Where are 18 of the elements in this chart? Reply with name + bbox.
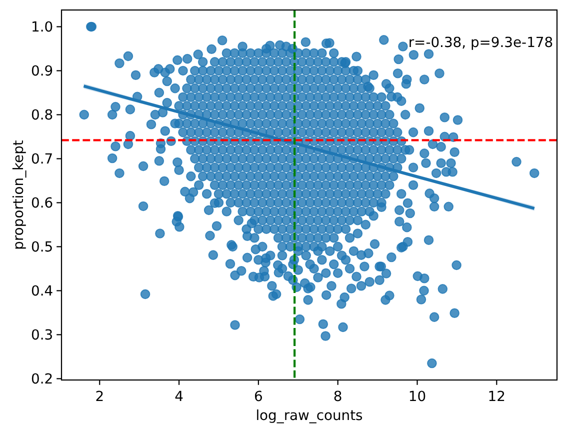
annotation: r=-0.38, p=9.3e-178 <box>408 35 554 51</box>
y-tick-label: 0.7 <box>31 152 54 168</box>
x-tick-label: 12 <box>488 389 506 405</box>
x-tick-label: 10 <box>408 389 426 405</box>
x-axis-title: log_raw_counts <box>256 408 363 424</box>
y-tick-label: 0.4 <box>31 284 54 300</box>
x-tick-label: 4 <box>174 389 184 405</box>
y-tick-label: 0.5 <box>31 240 54 256</box>
y-tick-label: 0.3 <box>31 328 54 344</box>
y-tick-label: 0.6 <box>31 196 54 212</box>
y-tick-label: 1.0 <box>31 20 54 36</box>
y-axis-title: proportion_kept <box>11 140 27 250</box>
y-tick-label: 0.2 <box>31 372 54 388</box>
y-tick-label: 0.8 <box>31 108 54 124</box>
y-tick-label: 0.9 <box>31 64 54 80</box>
x-tick-label: 2 <box>95 389 104 405</box>
x-tick-label: 6 <box>254 389 263 405</box>
x-tick-label: 8 <box>333 389 342 405</box>
